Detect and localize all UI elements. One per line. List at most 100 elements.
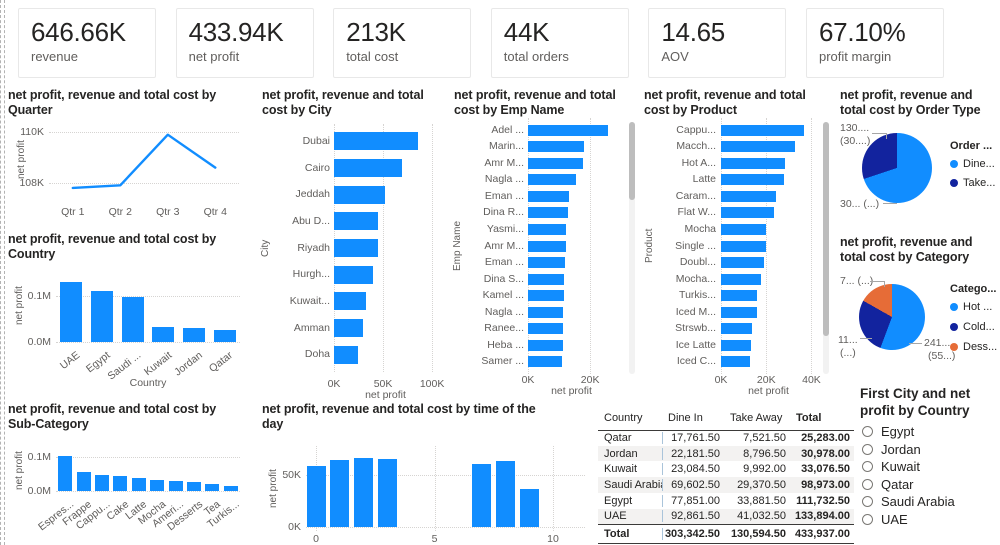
table-cell[interactable]: 17,761.50: [662, 431, 724, 444]
table-row-uae[interactable]: UAE 92,861.50 41,032.50 133,894.00: [598, 508, 854, 525]
kpi-card-total-orders[interactable]: 44K total orders: [490, 8, 629, 78]
table-cell[interactable]: 23,084.50: [662, 463, 724, 476]
bar-Amr M...[interactable]: [528, 157, 583, 169]
slicer-item-saudi-arabia[interactable]: Saudi Arabia: [862, 494, 955, 509]
slicer-item-jordan[interactable]: Jordan: [862, 442, 921, 457]
table-row-egypt[interactable]: Egypt 77,851.00 33,881.50 111,732.50: [598, 493, 854, 509]
scrollbar-track[interactable]: [629, 122, 635, 374]
radio-button-unselected[interactable]: [862, 443, 873, 455]
bar-Ameri...[interactable]: [168, 481, 183, 491]
bar-Hot A...[interactable]: [721, 157, 785, 169]
table-cell[interactable]: 69,602.50: [662, 478, 724, 491]
column-header-dine-in[interactable]: Dine In: [668, 412, 703, 424]
bar-Yasmi...[interactable]: [528, 223, 566, 235]
bar-Hurgh...[interactable]: [334, 265, 374, 284]
radio-button-unselected[interactable]: [862, 513, 873, 525]
row-header-cell[interactable]: UAE: [604, 510, 627, 523]
kpi-card-net-profit[interactable]: 433.94K net profit: [175, 8, 314, 78]
bar-Amman[interactable]: [334, 319, 364, 337]
column-header-total[interactable]: Total▲: [796, 412, 822, 424]
table-cell[interactable]: 30,978.00: [801, 447, 850, 460]
scrollbar-thumb[interactable]: [629, 122, 635, 200]
bar-Saudi ...[interactable]: [121, 297, 144, 342]
row-header-cell[interactable]: Jordan: [604, 447, 638, 460]
table-cell[interactable]: 7,521.50: [743, 431, 786, 444]
bar-hour-2[interactable]: [353, 458, 373, 527]
kpi-card-AOV[interactable]: 14.65 AOV: [648, 8, 787, 78]
bar-Jeddah[interactable]: [334, 185, 385, 204]
row-header-cell[interactable]: Egypt: [604, 494, 633, 507]
kpi-card-total-cost[interactable]: 213K total cost: [333, 8, 472, 78]
radio-button-unselected[interactable]: [862, 461, 873, 472]
bar-Mocha[interactable]: [150, 480, 165, 491]
table-cell[interactable]: 25,283.00: [801, 431, 850, 444]
table-cell[interactable]: 29,370.50: [737, 478, 786, 491]
bar-Strswb...[interactable]: [721, 323, 752, 335]
slicer-item-qatar[interactable]: Qatar: [862, 477, 914, 492]
bar-hour-8[interactable]: [496, 461, 516, 527]
bar-Dina R...[interactable]: [528, 207, 569, 219]
pie[interactable]: [862, 133, 932, 203]
bar-Single ...[interactable]: [721, 240, 766, 252]
legend-item-Dess[interactable]: Dess...: [950, 341, 997, 353]
bar-Flat W...[interactable]: [721, 207, 774, 219]
bar-Latte[interactable]: [721, 174, 784, 186]
table-cell[interactable]: 41,032.50: [737, 510, 786, 523]
bar-Iced C...[interactable]: [721, 356, 750, 368]
bar-hour-1[interactable]: [330, 460, 350, 527]
bar-Kuwait...[interactable]: [334, 292, 367, 311]
bar-Ice Latte[interactable]: [721, 339, 751, 351]
bar-Dina S...[interactable]: [528, 273, 565, 285]
bar-UAE[interactable]: [60, 281, 83, 342]
table-total-row[interactable]: Total 303,342.50 130,594.50 433,937.00: [598, 524, 854, 544]
bar-Dubai[interactable]: [334, 132, 419, 151]
bar-Turkis...[interactable]: [223, 485, 238, 491]
legend-item-Cold[interactable]: Cold...: [950, 321, 995, 333]
bar-Tea[interactable]: [205, 483, 220, 491]
table-row-jordan[interactable]: Jordan 22,181.50 8,796.50 30,978.00: [598, 445, 854, 462]
line-series[interactable]: [49, 122, 239, 198]
kpi-card-profit-margin[interactable]: 67.10% profit margin: [806, 8, 944, 78]
bar-Doha[interactable]: [334, 345, 358, 364]
table-row-kuwait[interactable]: Kuwait 23,084.50 9,992.00 33,076.50: [598, 461, 854, 477]
bar-Adel ...[interactable]: [528, 124, 608, 136]
radio-button-unselected[interactable]: [862, 426, 873, 437]
row-header-cell[interactable]: Qatar: [604, 431, 632, 444]
table-row-saudi-arabia[interactable]: Saudi Arabia 69,602.50 29,370.50 98,973.00: [598, 477, 854, 493]
bar-Abu D...[interactable]: [334, 212, 379, 231]
row-header-cell[interactable]: Saudi Arabia: [604, 478, 662, 491]
kpi-card-revenue[interactable]: 646.66K revenue: [18, 8, 156, 78]
bar-Iced M...[interactable]: [721, 306, 757, 318]
bar-Cappu...[interactable]: [721, 124, 804, 136]
table-cell[interactable]: 77,851.00: [662, 494, 724, 507]
bar-Amr M...[interactable]: [528, 240, 566, 252]
bar-Mocha[interactable]: [721, 223, 766, 235]
bar-Mocha...[interactable]: [721, 273, 761, 285]
bar-Ranee...[interactable]: [528, 323, 564, 335]
bar-Eman ...[interactable]: [528, 257, 565, 269]
bar-Frappe[interactable]: [76, 472, 91, 491]
pie[interactable]: [859, 284, 925, 350]
column-header-take-away[interactable]: Take Away: [730, 412, 783, 424]
slicer-item-uae[interactable]: UAE: [862, 512, 908, 527]
bar-Nagla ...[interactable]: [528, 306, 564, 318]
bar-Cake[interactable]: [113, 476, 128, 491]
bar-Marin...[interactable]: [528, 141, 584, 153]
bar-Kuwait[interactable]: [152, 326, 175, 342]
bar-Nagla ...[interactable]: [528, 174, 576, 186]
table-cell[interactable]: 133,894.00: [794, 510, 850, 523]
bar-Egypt[interactable]: [91, 291, 113, 342]
legend-item-Hot[interactable]: Hot ...: [950, 301, 992, 313]
bar-Doubl...[interactable]: [721, 257, 764, 269]
bar-Riyadh[interactable]: [334, 239, 379, 257]
bar-Espres...[interactable]: [58, 456, 73, 491]
bar-Latte[interactable]: [131, 478, 146, 491]
bar-Heba ...[interactable]: [528, 339, 564, 351]
table-cell[interactable]: 22,181.50: [662, 447, 724, 460]
bar-Macch...[interactable]: [721, 141, 795, 153]
bar-Turkis...[interactable]: [721, 290, 757, 302]
legend-item-Take[interactable]: Take...: [950, 177, 995, 189]
bar-Cairo[interactable]: [334, 159, 402, 177]
table-cell[interactable]: 33,076.50: [801, 463, 850, 476]
bar-Kamel ...[interactable]: [528, 290, 564, 302]
